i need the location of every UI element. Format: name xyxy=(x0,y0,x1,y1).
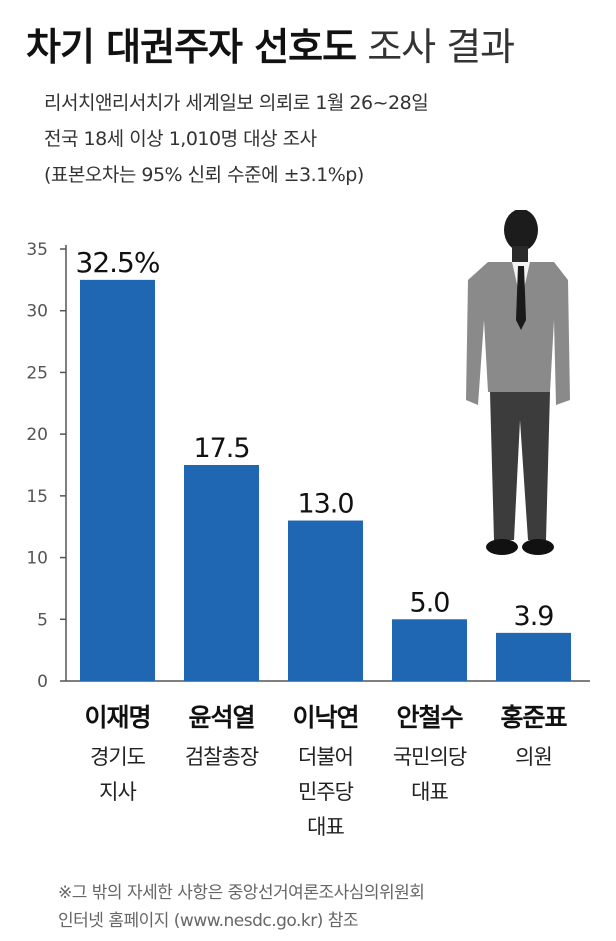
category-label: 윤석열 xyxy=(188,703,254,732)
footnote-line-2: 인터넷 홈페이지 (www.nesdc.go.kr) 참조 xyxy=(58,911,359,931)
footnote-line-1: ※그 밖의 자세한 사항은 중앙선거여론조사심의위원회 xyxy=(58,883,425,903)
category-sublabel: 의원 xyxy=(515,745,552,769)
page-title: 차기 대권주자 선호도 조사 결과 xyxy=(26,16,515,71)
title-suffix: 조사 결과 xyxy=(367,25,515,69)
data-label: 5.0 xyxy=(410,587,450,618)
bar-5 xyxy=(496,632,571,681)
subtitle-line-3: (표본오차는 95% 신뢰 수준에 ±3.1%p) xyxy=(44,164,364,186)
y-tick-label: 25 xyxy=(26,363,48,383)
businessman-icon xyxy=(466,210,570,555)
bar-1 xyxy=(80,279,155,681)
y-tick-label: 0 xyxy=(37,672,48,692)
subtitle-line-2: 전국 18세 이상 1,010명 대상 조사 xyxy=(44,128,317,150)
title-main: 차기 대권주자 선호도 xyxy=(26,25,357,69)
category-sublabel: 국민의당 xyxy=(393,745,467,769)
y-tick-label: 15 xyxy=(26,487,48,507)
y-tick-label: 30 xyxy=(26,302,48,322)
data-label: 17.5 xyxy=(193,433,249,464)
category-label: 이재명 xyxy=(84,703,150,732)
category-label: 이낙연 xyxy=(292,703,358,732)
bar-2 xyxy=(184,465,259,681)
y-tick-label: 35 xyxy=(26,240,48,260)
data-label: 32.5% xyxy=(76,246,160,279)
category-sublabel: 대표 xyxy=(307,815,344,839)
category-sublabel: 경기도 xyxy=(90,745,146,769)
category-sublabel: 검찰총장 xyxy=(185,745,259,769)
category-sublabel: 대표 xyxy=(411,780,448,804)
bar-3 xyxy=(288,520,363,681)
y-tick-label: 10 xyxy=(26,549,48,569)
category-label: 안철수 xyxy=(396,703,463,732)
category-sublabel: 더불어 xyxy=(298,745,353,769)
category-label: 홍준표 xyxy=(500,703,567,732)
category-sublabel: 지사 xyxy=(99,780,136,804)
subtitle-line-1: 리서치앤리서치가 세계일보 의뢰로 1월 26~28일 xyxy=(44,92,429,114)
y-tick-label: 20 xyxy=(26,425,48,445)
category-sublabel: 민주당 xyxy=(298,780,354,804)
data-label: 3.9 xyxy=(514,601,554,632)
y-tick-label: 5 xyxy=(37,610,48,630)
bar-4 xyxy=(392,619,467,681)
data-label: 13.0 xyxy=(297,489,353,520)
